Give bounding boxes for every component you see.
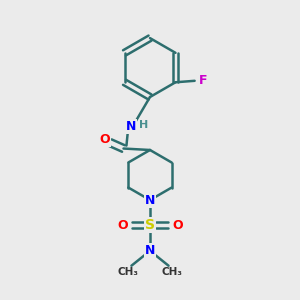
Text: S: S xyxy=(145,218,155,232)
Text: N: N xyxy=(126,120,136,133)
Text: CH₃: CH₃ xyxy=(117,267,138,277)
Text: H: H xyxy=(140,120,149,130)
Text: CH₃: CH₃ xyxy=(162,267,183,277)
Text: N: N xyxy=(145,194,155,207)
Text: O: O xyxy=(117,219,128,232)
Text: N: N xyxy=(145,244,155,256)
Text: O: O xyxy=(99,133,110,146)
Text: O: O xyxy=(172,219,183,232)
Text: F: F xyxy=(199,74,207,87)
